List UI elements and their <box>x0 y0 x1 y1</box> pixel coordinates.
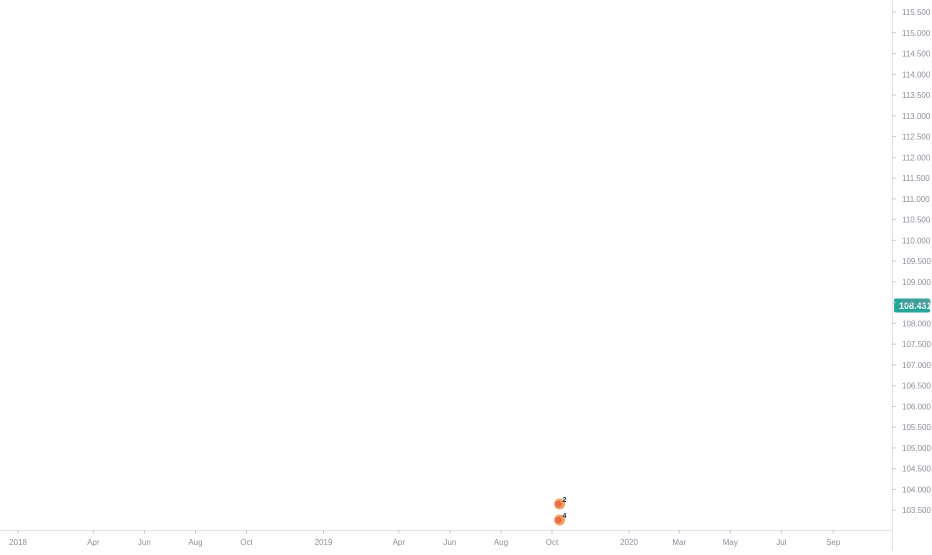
y-tick-label: 109.000 <box>902 278 931 287</box>
y-tick-label: 110.000 <box>902 236 931 245</box>
y-tick-label: 114.500 <box>902 50 931 59</box>
y-tick-label: 107.500 <box>902 340 931 349</box>
x-tick-label: Apr <box>87 538 100 547</box>
y-tick-label: 105.500 <box>902 423 931 432</box>
plot-area <box>0 0 892 530</box>
y-tick-label: 103.500 <box>902 506 931 515</box>
y-tick-label: 114.000 <box>902 70 931 79</box>
y-tick-label: 112.500 <box>902 133 931 142</box>
y-tick-label: 106.000 <box>902 402 931 411</box>
y-tick-label: 105.000 <box>902 444 931 453</box>
y-tick-label: 113.500 <box>902 91 931 100</box>
x-tick-label: May <box>723 538 738 547</box>
x-tick-label: Oct <box>546 538 559 547</box>
x-tick-label: Sep <box>826 538 841 547</box>
y-tick-label: 108.500 <box>902 299 931 308</box>
x-tick-label: Jun <box>138 538 151 547</box>
x-tick-label: Oct <box>240 538 253 547</box>
x-tick-label: 2019 <box>315 538 333 547</box>
x-tick-label: 2018 <box>9 538 27 547</box>
y-tick-label: 109.500 <box>902 257 931 266</box>
event-badge-count: 4 <box>563 513 567 520</box>
last-price-label: 108.431 <box>899 301 932 311</box>
y-tick-label: 108.000 <box>902 319 931 328</box>
last-price-badge[interactable] <box>894 298 930 313</box>
y-tick-label: 107.000 <box>902 361 931 370</box>
x-tick-label: 2020 <box>620 538 638 547</box>
x-tick-label: Mar <box>672 538 686 547</box>
y-tick-label: 112.000 <box>902 153 931 162</box>
y-tick-label: 104.500 <box>902 465 931 474</box>
last-price-layer: 108.431 <box>0 298 932 313</box>
x-tick-label: Jul <box>776 538 786 547</box>
y-tick-label: 113.000 <box>902 112 931 121</box>
y-tick-label: 111.500 <box>902 174 930 183</box>
event-badge-flag <box>555 516 562 524</box>
x-tick-label: Aug <box>494 538 508 547</box>
x-tick-label: Apr <box>393 538 406 547</box>
y-tick-label: 111.000 <box>902 195 930 204</box>
event-badge-count: 2 <box>563 497 567 504</box>
badge-layer: 24 <box>553 497 567 527</box>
event-badge-flag <box>555 500 562 508</box>
y-tick-label: 115.000 <box>902 29 931 38</box>
y-tick-label: 115.500 <box>902 8 931 17</box>
y-tick-label: 104.000 <box>902 485 931 494</box>
x-tick-label: Aug <box>188 538 202 547</box>
x-tick-label: Jun <box>443 538 456 547</box>
y-tick-label: 110.500 <box>902 216 931 225</box>
y-tick-label: 106.500 <box>902 382 931 391</box>
